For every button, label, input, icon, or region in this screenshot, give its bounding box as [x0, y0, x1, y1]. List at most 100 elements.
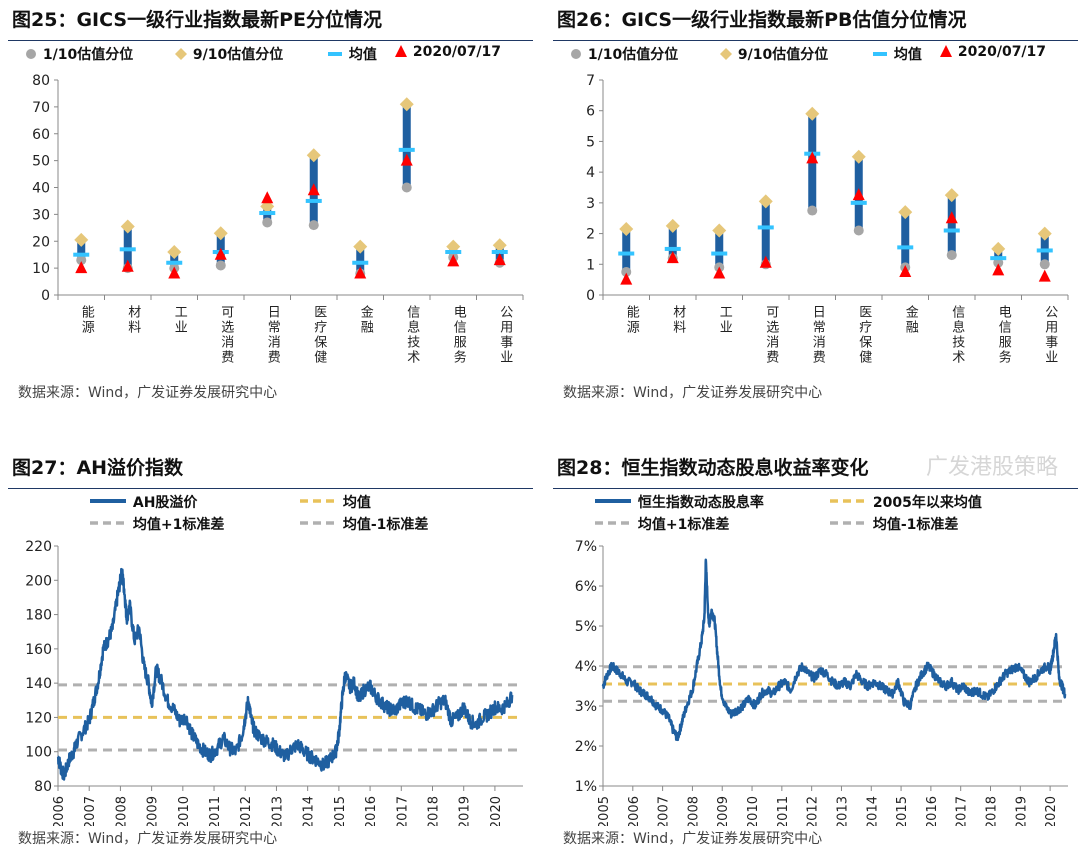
- range-bar: [668, 225, 677, 259]
- x-tick-label: 2008: [114, 796, 129, 826]
- p10-point: [262, 217, 273, 228]
- mean-mark: [259, 211, 276, 216]
- solid-line-icon: [90, 499, 126, 503]
- x-category-label: 电信服务: [451, 305, 467, 365]
- y-tick-label: 30: [32, 207, 50, 223]
- x-tick-label: 2015: [333, 796, 348, 826]
- mean-mark: [618, 251, 635, 256]
- dividend-yield-line-chart: 1% 2% 3% 4% 5% 6% 7% 2005 2006 2007 2008 2009 2010 20…: [575, 539, 1068, 826]
- chart-legend: 1/10估值分位 9/10估值分位 均值 2020/07/17: [569, 44, 1079, 66]
- legend-plus-sd: 均值+1标准差: [593, 514, 729, 534]
- gold-diamond-icon: [175, 48, 187, 60]
- x-tick-label: 2008: [686, 796, 701, 826]
- y-tick-label: 220: [25, 539, 52, 555]
- y-tick-label: 2: [586, 227, 595, 243]
- source-note: 数据来源：Wind，广发证券发展研究中心: [18, 385, 278, 401]
- latest-point: [806, 151, 819, 164]
- legend-mean: 均值: [326, 44, 377, 64]
- x-tick-label: 2017: [395, 796, 410, 826]
- range-bar: [947, 195, 956, 256]
- x-tick-label: 2006: [52, 796, 67, 826]
- latest-point: [713, 266, 726, 279]
- x-tick-label: 2007: [83, 796, 98, 826]
- chart-title: 图28：恒生指数动态股息收益率变化: [553, 448, 1078, 489]
- latest-point: [852, 188, 865, 201]
- legend-latest: 2020/07/17: [394, 44, 501, 60]
- chart-panel-dividend-yield: 图28：恒生指数动态股息收益率变化 恒生指数动态股息率 2005年以来均值 均值…: [553, 448, 1078, 847]
- legend-mean: 均值: [871, 44, 922, 64]
- chart-panel-pb: 图26：GICS一级行业指数最新PB估值分位情况 1/10估值分位 9/10估值…: [553, 0, 1078, 401]
- p90-point: [399, 97, 414, 112]
- y-tick-label: 5: [586, 134, 595, 150]
- p90-point: [213, 226, 228, 241]
- source-note: 数据来源：Wind，广发证券发展研究中心: [563, 831, 823, 847]
- p90-point: [120, 219, 135, 234]
- chart-title: 图25：GICS一级行业指数最新PE分位情况: [8, 0, 533, 41]
- x-tick-label: 2019: [458, 796, 473, 826]
- mean-mark: [352, 260, 369, 265]
- y-tick-label: 80: [32, 73, 50, 89]
- y-tick-label: 0: [41, 288, 50, 304]
- y-tick-label: 50: [32, 154, 50, 170]
- legend-latest: 2020/07/17: [939, 44, 1046, 60]
- p90-point: [944, 188, 959, 203]
- gold-diamond-icon: [720, 48, 732, 60]
- range-bar: [715, 230, 724, 268]
- p10-point: [946, 250, 957, 261]
- x-category-label: 材料: [125, 305, 141, 335]
- y-tick-label: 60: [32, 127, 50, 143]
- range-bar: [170, 252, 179, 269]
- solid-line-icon: [595, 499, 631, 503]
- mean-mark: [943, 228, 960, 233]
- mean-mark: [664, 246, 681, 251]
- x-category-label: 工业: [172, 305, 188, 335]
- p10-point: [853, 225, 864, 236]
- x-category-label: 可选消费: [218, 305, 234, 365]
- dashed-gold-line-icon: [830, 499, 866, 503]
- x-category-label: 电信服务: [996, 305, 1012, 365]
- range-bar: [622, 228, 631, 272]
- latest-point: [400, 153, 413, 166]
- chart-legend: AH股溢价 均值 均值+1标准差 均值-1标准差: [88, 492, 528, 536]
- mean-mark: [166, 260, 183, 265]
- x-tick-label: 2020: [1044, 796, 1059, 826]
- legend-series: 恒生指数动态股息率: [593, 492, 764, 512]
- chart-panel-pe: 图25：GICS一级行业指数最新PE分位情况 1/10估值分位 9/10估值分位…: [8, 0, 533, 401]
- x-category-label: 能源: [79, 305, 95, 335]
- x-category-label: 金融: [903, 304, 919, 335]
- y-tick-label: 3%: [575, 699, 597, 715]
- y-tick-label: 1%: [575, 779, 597, 795]
- chart-panel-ah-premium: 图27：AH溢价指数 AH股溢价 均值 均值+1标准差 均值-1标准差 80 10…: [8, 448, 533, 847]
- latest-point: [759, 255, 772, 268]
- mean-mark: [305, 198, 322, 203]
- p10-point: [308, 220, 319, 231]
- legend-minus-sd: 均值-1标准差: [828, 514, 958, 534]
- red-triangle-icon: [940, 45, 952, 57]
- latest-point: [307, 183, 320, 196]
- y-tick-label: 40: [32, 181, 50, 197]
- y-tick-label: 7: [586, 73, 595, 89]
- mean-mark: [757, 225, 774, 230]
- p90-point: [991, 241, 1006, 256]
- range-bar: [123, 226, 132, 269]
- blue-dash-icon: [873, 52, 887, 56]
- p90-point: [805, 106, 820, 121]
- x-tick-label: 2006: [627, 796, 642, 826]
- x-category-label: 日常消费: [810, 305, 826, 365]
- source-note: 数据来源：Wind，广发证券发展研究中心: [18, 831, 278, 847]
- x-category-label: 信息技术: [404, 305, 420, 365]
- source-note: 数据来源：Wind，广发证券发展研究中心: [563, 385, 823, 401]
- x-category-label: 公用事业: [497, 305, 513, 365]
- x-category-label: 信息技术: [949, 305, 965, 365]
- latest-point: [493, 253, 506, 266]
- x-category-label: 日常消费: [265, 305, 281, 365]
- p10-point: [1039, 259, 1050, 270]
- x-tick-label: 2019: [1014, 796, 1029, 826]
- x-tick-label: 2012: [806, 796, 821, 826]
- x-tick-label: 2009: [716, 796, 731, 826]
- latest-point: [75, 261, 88, 274]
- p90-point: [306, 148, 321, 163]
- grey-dot-icon: [571, 49, 581, 59]
- latest-point: [121, 259, 134, 272]
- x-tick-label: 2009: [146, 796, 161, 826]
